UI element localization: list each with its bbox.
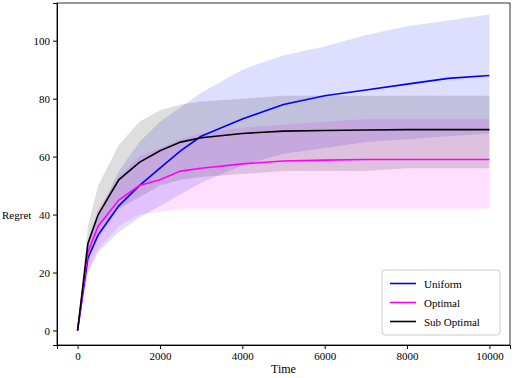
- series-line: [78, 130, 490, 331]
- x-tick-label: 4000: [232, 350, 255, 362]
- y-tick: 100: [34, 35, 58, 47]
- y-tick: 60: [39, 151, 57, 163]
- y-tick-label: 20: [39, 267, 51, 279]
- y-axis-line: [53, 4, 58, 346]
- x-tick-mark: [160, 345, 161, 349]
- legend-box: [382, 270, 500, 335]
- plot-area: [78, 15, 490, 331]
- y-tick-label: 40: [39, 209, 51, 221]
- x-tick-label: 8000: [397, 350, 420, 362]
- y-axis: 0 20 40 60 80 100: [34, 4, 58, 346]
- y-tick-mark: [53, 273, 57, 274]
- x-tick-label: 6000: [314, 350, 337, 362]
- y-axis-title: Regret: [2, 209, 31, 221]
- x-tick-label: 0: [75, 350, 81, 362]
- legend-label: Uniform: [424, 278, 462, 290]
- legend: Uniform Optimal Sub Optimal: [382, 270, 500, 335]
- x-tick-label: 2000: [149, 350, 172, 362]
- legend-label: Sub Optimal: [424, 316, 480, 328]
- legend-label: Optimal: [424, 297, 460, 309]
- y-tick: 0: [45, 325, 58, 337]
- x-tick-mark: [489, 345, 490, 349]
- band: [78, 15, 490, 331]
- x-tick: 10000: [476, 345, 504, 362]
- x-tick-mark: [242, 345, 243, 349]
- x-axis: 0 2000 4000 6000 8000 10000: [58, 345, 511, 362]
- y-tick-label: 60: [39, 151, 51, 163]
- y-tick: 80: [39, 93, 57, 105]
- x-tick-mark: [407, 345, 408, 349]
- y-tick-label: 100: [34, 35, 51, 47]
- series-line: [78, 160, 490, 331]
- y-tick: 20: [39, 267, 57, 279]
- x-tick-mark: [78, 345, 79, 349]
- x-tick-mark: [325, 345, 326, 349]
- x-tick: 6000: [314, 345, 337, 362]
- y-tick-label: 0: [45, 325, 51, 337]
- x-tick: 4000: [232, 345, 255, 362]
- y-tick-mark: [53, 41, 57, 42]
- y-tick-mark: [53, 99, 57, 100]
- x-tick-label: 10000: [476, 350, 504, 362]
- plot-frame: [57, 3, 510, 345]
- chart: 0 2000 4000 6000 8000 10000 0 20 40 60 80 100 Time Re…: [0, 0, 514, 378]
- legend-swatch: [390, 302, 416, 304]
- y-tick-mark: [53, 157, 57, 158]
- x-axis-line: [58, 346, 511, 350]
- legend-swatch: [390, 283, 416, 285]
- y-tick-mark: [53, 331, 57, 332]
- x-axis-title: Time: [271, 362, 296, 376]
- x-tick: 8000: [397, 345, 420, 362]
- legend-swatch: [390, 321, 416, 323]
- x-tick: 2000: [149, 345, 172, 362]
- x-tick: 0: [75, 345, 81, 362]
- y-tick-mark: [53, 215, 57, 216]
- y-tick: 40: [39, 209, 57, 221]
- y-tick-label: 80: [39, 93, 51, 105]
